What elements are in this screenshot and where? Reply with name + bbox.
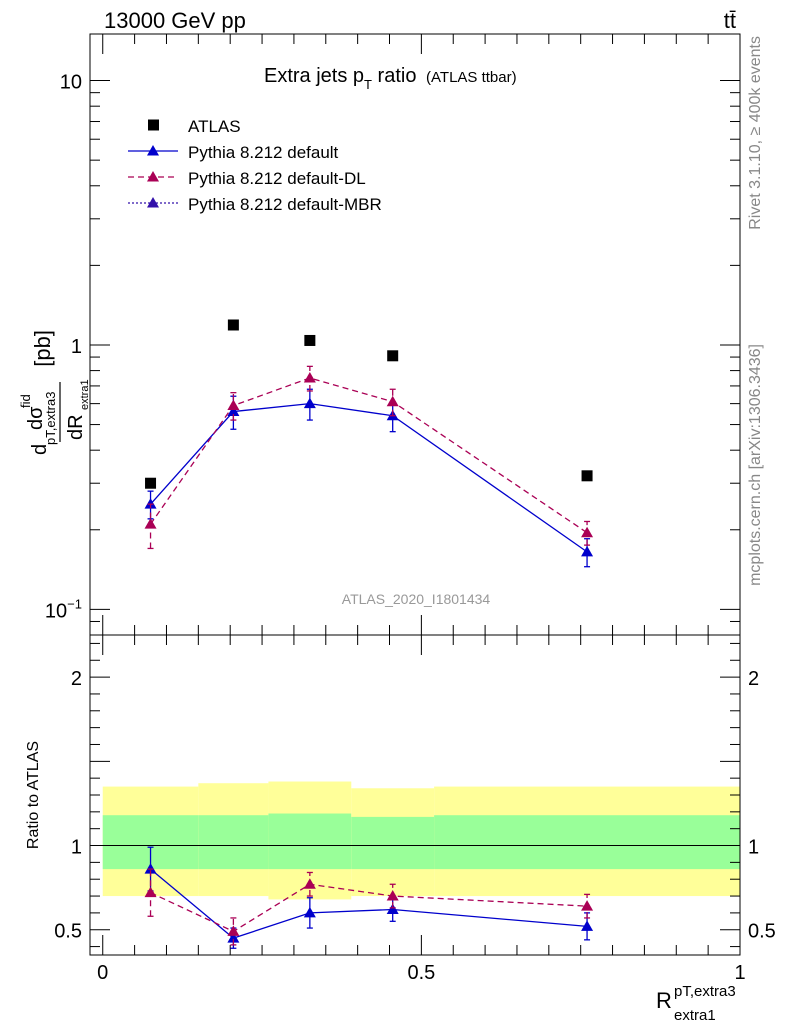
uncertainty-band-green	[351, 816, 435, 870]
ratio-panel: 0.5 0.51 12 2 0 0.5 1 Ratio to ATLAS R pT,ext…	[25, 634, 776, 1024]
uncertainty-band-green	[268, 813, 352, 870]
ratio-y-tick-label-right: 2	[748, 668, 759, 690]
xlabel-main: R	[656, 988, 672, 1013]
main-ylabel: [pb] d dσ fid pT,extra3 dR extra1	[18, 330, 91, 455]
data-point-pythia-8-212-default-dl	[581, 526, 594, 538]
y-tick-label: 10−1	[45, 596, 82, 622]
data-point-pythia-8-212-default-dl	[303, 372, 316, 383]
ratio-x-tick-label: 0.5	[407, 962, 435, 984]
series-line-pythia-8-212-default-dl	[150, 377, 588, 534]
data-point-atlas	[304, 334, 316, 346]
ratio-point-pythia-8-212-default	[303, 906, 316, 918]
ratio-yticks: 0.5 0.5 1 1 2 2	[54, 642, 776, 948]
ratio-bands	[90, 781, 740, 900]
ratio-point-pythia-8-212-default	[386, 903, 399, 915]
legend-label-atlas: ATLAS	[188, 117, 241, 136]
energy-label: 13000 GeV pp	[104, 8, 246, 33]
mcplots-label: mcplots.cern.ch [arXiv:1306.3436]	[747, 344, 764, 586]
y-tick-label: 10	[60, 72, 82, 94]
y-tick-label: 1	[71, 336, 82, 358]
data-point-pythia-8-212-default-dl	[144, 518, 157, 529]
main-series	[144, 319, 594, 568]
data-point-atlas	[387, 350, 399, 362]
ratio-y-tick-label-right: 0.5	[748, 921, 776, 943]
ratio-point-pythia-8-212-default	[227, 932, 240, 943]
ratio-ylabel: Ratio to ATLAS	[25, 741, 42, 849]
ylabel-fid: fid	[18, 394, 33, 408]
ylabel-sub: pT,extra3	[43, 392, 58, 445]
data-point-pythia-8-212-default	[227, 405, 240, 417]
xlabel-sup: pT,extra3	[674, 983, 736, 1000]
chart-title-sub: T	[364, 77, 372, 92]
legend-marker-atlas	[148, 119, 159, 131]
ratio-x-tick-label: 0	[97, 962, 108, 984]
uncertainty-band-green	[434, 815, 740, 870]
legend: ATLAS Pythia 8.212 default Pythia 8.212 de…	[128, 117, 382, 214]
ylabel-d1: d	[29, 444, 51, 455]
legend-label-pythia-8-212-default-mbr: Pythia 8.212 default-MBR	[188, 195, 382, 214]
legend-label-pythia-8-212-default: Pythia 8.212 default	[188, 143, 339, 162]
chart-title-main: Extra jets p	[264, 65, 364, 87]
legend-marker-pythia-8-212-default	[147, 145, 159, 156]
chart-title-small: (ATLAS ttbar)	[426, 69, 517, 86]
ylabel-units: [pb]	[30, 330, 55, 367]
chart-title-tail: ratio	[372, 65, 416, 87]
ratio-point-pythia-8-212-default-dl	[227, 925, 240, 936]
ratio-y-tick-label: 0.5	[54, 921, 82, 943]
ratio-xticks: 0 0.5 1	[97, 635, 746, 984]
ratio-point-pythia-8-212-default-dl	[386, 890, 399, 901]
data-point-pythia-8-212-default-dl	[227, 399, 240, 411]
ratio-point-pythia-8-212-default	[581, 920, 594, 931]
series-line-pythia-8-212-default	[150, 402, 588, 553]
ratio-point-pythia-8-212-default	[144, 863, 157, 874]
svg-text:[pb]: [pb]	[30, 330, 55, 367]
ratio-y-tick-label: 2	[71, 668, 82, 690]
ylabel-dR: dR	[65, 414, 87, 440]
chart-title: Extra jets pT ratio (ATLAS ttbar)	[264, 65, 517, 92]
main-xticks	[102, 34, 741, 635]
main-yticks: 10−1 1 10	[45, 72, 740, 636]
ratio-point-pythia-8-212-default-dl	[144, 886, 157, 898]
legend-marker-pythia-8-212-default-dl	[147, 171, 159, 182]
data-point-pythia-8-212-default	[144, 498, 157, 509]
data-point-atlas	[227, 319, 239, 331]
data-point-atlas	[145, 477, 157, 489]
analysis-label: ATLAS_2020_I1801434	[342, 591, 491, 607]
ylabel-sigma: dσ	[25, 406, 47, 430]
legend-label-pythia-8-212-default-dl: Pythia 8.212 default-DL	[188, 169, 366, 188]
rivet-label: Rivet 3.1.10, ≥ 400k events	[747, 36, 764, 230]
data-point-pythia-8-212-default	[303, 397, 316, 409]
process-label: tt̄	[724, 8, 736, 33]
ratio-y-tick-label: 1	[71, 837, 82, 859]
ratio-series	[144, 846, 594, 949]
data-point-pythia-8-212-default-dl	[386, 395, 399, 407]
ratio-y-tick-label-right: 1	[748, 837, 759, 859]
uncertainty-band-green	[198, 815, 269, 870]
data-point-atlas	[581, 470, 593, 482]
ratio-point-pythia-8-212-default-dl	[581, 900, 594, 911]
ratio-point-pythia-8-212-default-dl	[303, 878, 316, 889]
main-panel: 10−1 1 10 Extra jets pT ratio (ATLAS ttbar…	[18, 33, 741, 636]
legend-marker-pythia-8-212-default-mbr	[147, 197, 159, 208]
ratio-xlabel: R	[656, 988, 672, 1013]
data-point-pythia-8-212-default	[581, 545, 594, 557]
ratio-x-tick-label: 1	[734, 962, 745, 984]
ylabel-dR-sub: extra1	[79, 379, 91, 410]
xlabel-sub: extra1	[674, 1007, 716, 1024]
